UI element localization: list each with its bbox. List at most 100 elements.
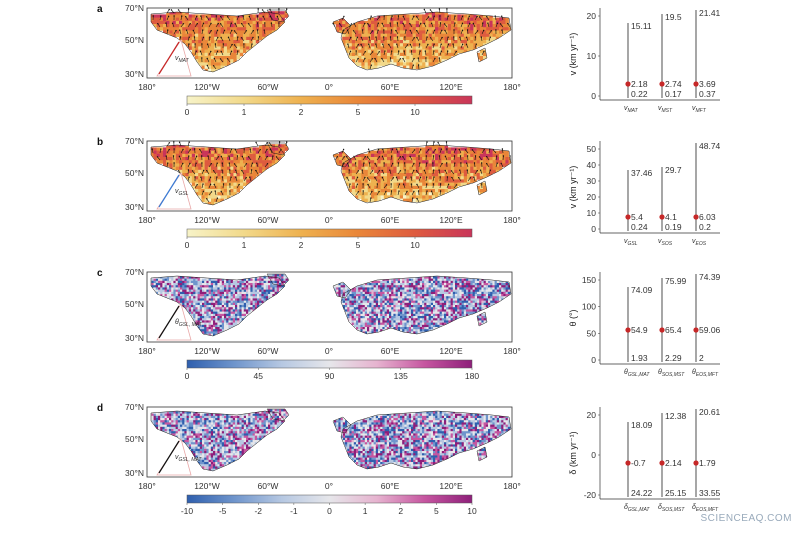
colorbar-tick: 10 — [467, 506, 477, 516]
side-xlabel-sub: GSL,MAT — [628, 372, 651, 378]
side-ytick: 10 — [587, 51, 597, 61]
lon-label: 120°W — [194, 82, 220, 92]
colorbar-tick: 180 — [465, 371, 479, 381]
lon-label: 0° — [325, 82, 333, 92]
range-max: 29.7 — [665, 165, 682, 175]
watermark: SCIENCEAQ.COM — [700, 513, 792, 524]
range-max: 74.09 — [631, 285, 653, 295]
side-xlabel: vMST — [658, 105, 673, 114]
lon-label: 120°W — [194, 215, 220, 225]
lon-label: 60°E — [381, 481, 400, 491]
lon-label: 60°W — [258, 481, 279, 491]
side-ylabel: δ (km yr⁻¹) — [568, 431, 578, 474]
range-max: 75.99 — [665, 276, 687, 286]
lon-label: 180° — [138, 215, 156, 225]
lon-label: 180° — [503, 346, 521, 356]
side-ytick: 50 — [587, 144, 597, 154]
lat-label: 30°N — [125, 69, 144, 79]
side-plot-c: θ (°)15010050074.0954.91.93θGSL,MAT75.99… — [568, 272, 721, 378]
lon-label: 0° — [325, 346, 333, 356]
colorbar-tick: 0 — [185, 107, 190, 117]
panel-letter: d — [97, 403, 103, 414]
side-ytick: 0 — [591, 355, 596, 365]
colorbar-tick: 5 — [356, 107, 361, 117]
median-value: 2.18 — [631, 79, 648, 89]
median-dot — [693, 327, 698, 332]
lat-label: 30°N — [125, 468, 144, 478]
range-min: 33.55 — [699, 488, 721, 498]
lon-label: 120°E — [439, 215, 463, 225]
colorbar-tick: 1 — [242, 240, 247, 250]
colorbar-tick: -5 — [219, 506, 227, 516]
colorbar-tick: 1 — [363, 506, 368, 516]
range-min: 0.19 — [665, 222, 682, 232]
median-dot — [659, 327, 664, 332]
range-min: 1.93 — [631, 353, 648, 363]
lon-label: 60°W — [258, 215, 279, 225]
range-max: 15.11 — [631, 21, 652, 31]
range-max: 12.38 — [665, 411, 687, 421]
side-xlabel-sub: EOS,MFT — [696, 372, 719, 378]
range-max: 19.5 — [665, 12, 682, 22]
median-value: 2.74 — [665, 79, 682, 89]
side-xlabel-sub: EOS — [696, 241, 707, 247]
median-dot — [659, 214, 664, 219]
side-xlabel: δEOS,MFT — [692, 504, 719, 513]
side-ytick: 0 — [591, 450, 596, 460]
colorbar — [187, 495, 472, 503]
panel-letter: b — [97, 137, 103, 148]
side-xlabel-sub: MFT — [696, 108, 707, 114]
colorbar — [187, 96, 472, 104]
side-xlabel-sub: SOS — [662, 241, 673, 247]
side-xlabel: δGSL,MAT — [624, 504, 650, 513]
side-xlabel-sub: MST — [662, 108, 674, 114]
side-ytick: 20 — [587, 410, 597, 420]
median-value: 3.69 — [699, 79, 716, 89]
lat-label: 50°N — [125, 35, 144, 45]
inset-sub: GSL, MAT — [179, 457, 203, 463]
lon-label: 180° — [138, 481, 156, 491]
inset-sub: MAT — [179, 58, 190, 64]
median-dot — [625, 460, 630, 465]
lon-label: 180° — [503, 82, 521, 92]
lat-label: 50°N — [125, 299, 144, 309]
range-min: 24.22 — [631, 488, 653, 498]
side-ylabel: v (km yr⁻¹) — [568, 33, 578, 76]
median-dot — [625, 81, 630, 86]
lat-label: 70°N — [125, 402, 144, 412]
colorbar-tick: 0 — [327, 506, 332, 516]
colorbar-tick: -1 — [290, 506, 298, 516]
range-max: 48.74 — [699, 141, 721, 151]
side-xlabel: θSOS,MST — [658, 369, 685, 378]
lat-label: 70°N — [125, 267, 144, 277]
lon-label: 120°E — [439, 82, 463, 92]
side-ytick: 100 — [582, 302, 596, 312]
side-ytick: 20 — [587, 192, 597, 202]
median-value: 2.14 — [665, 458, 682, 468]
colorbar-tick: 10 — [410, 107, 420, 117]
side-ytick: 0 — [591, 224, 596, 234]
side-ytick: 50 — [587, 328, 597, 338]
range-max: 21.41 — [699, 8, 721, 18]
side-ytick: 150 — [582, 275, 596, 285]
side-xlabel-sub: SOS,MST — [662, 372, 685, 378]
lat-label: 30°N — [125, 333, 144, 343]
side-xlabel: vEOS — [692, 238, 707, 247]
side-ytick: 0 — [591, 91, 596, 101]
side-ytick: 10 — [587, 208, 597, 218]
median-value: 54.9 — [631, 325, 648, 335]
lon-label: 120°W — [194, 481, 220, 491]
range-max: 74.39 — [699, 272, 721, 282]
colorbar-tick: 2 — [299, 107, 304, 117]
panel-letter: a — [97, 4, 103, 15]
inset-sub: GSL, MAT — [179, 322, 203, 328]
side-plot-a: v (km yr⁻¹)2010015.112.180.22vMAT19.52.7… — [568, 8, 721, 114]
colorbar-tick: 2 — [299, 240, 304, 250]
colorbar-tick: -10 — [181, 506, 194, 516]
median-value: 59.06 — [699, 325, 721, 335]
lon-label: 60°E — [381, 82, 400, 92]
side-plot-d: δ (km yr⁻¹)200-2018.09-0.724.22δGSL,MAT1… — [568, 407, 721, 513]
